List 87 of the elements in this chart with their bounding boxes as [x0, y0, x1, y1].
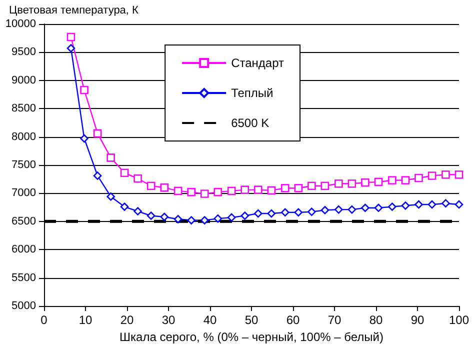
y-axis-title: Цветовая температура, К	[9, 4, 140, 16]
point	[428, 172, 436, 180]
point	[334, 179, 343, 188]
point	[200, 190, 209, 198]
x-tick-label: 100	[448, 313, 470, 327]
point	[120, 168, 129, 178]
legend-label: 6500 K	[231, 116, 270, 130]
x-tick-label: 90	[410, 313, 424, 327]
point	[267, 209, 276, 218]
y-tick-label: 9500	[12, 46, 36, 58]
point	[294, 184, 303, 192]
x-tick-label: 10	[78, 313, 92, 327]
point	[80, 86, 88, 94]
y-tick-label: 8000	[12, 130, 36, 143]
point	[146, 212, 156, 220]
x-tick-label: 20	[120, 313, 134, 327]
point	[454, 200, 464, 209]
y-tick-label: 6000	[12, 244, 36, 256]
point	[442, 170, 450, 179]
point	[267, 186, 276, 195]
y-tick-label: 9000	[12, 74, 36, 86]
point	[134, 207, 142, 216]
point	[401, 201, 410, 210]
y-tick-label: 5000	[12, 300, 36, 312]
point	[160, 183, 168, 192]
point	[361, 204, 370, 212]
point	[442, 199, 450, 208]
point	[93, 172, 102, 180]
point	[280, 208, 290, 217]
legend-label: Теплый	[231, 86, 274, 100]
point	[401, 176, 410, 184]
point	[361, 178, 370, 187]
y-tick-label: 5500	[12, 272, 36, 284]
point	[414, 174, 423, 182]
point	[320, 206, 330, 214]
point	[66, 44, 76, 52]
point	[227, 186, 236, 196]
point	[106, 154, 115, 162]
point	[146, 182, 156, 190]
point	[174, 214, 182, 224]
point	[214, 188, 222, 196]
x-tick-label: 50	[244, 313, 258, 327]
point	[428, 200, 436, 209]
x-axis-title: Шкала серого, % (0% – черный, 100% – белый)	[120, 330, 384, 344]
point	[134, 174, 142, 183]
point	[280, 184, 290, 192]
legend-label: Стандарт	[231, 56, 285, 70]
point	[80, 134, 88, 143]
x-tick-label: 60	[286, 313, 300, 327]
y-tick-label: 8500	[12, 102, 36, 115]
point	[348, 205, 356, 214]
point	[334, 205, 343, 214]
point	[214, 214, 222, 223]
point	[374, 178, 383, 186]
point	[294, 208, 303, 217]
point	[106, 192, 115, 201]
point	[187, 216, 196, 224]
point	[240, 212, 250, 220]
point	[320, 182, 330, 190]
point	[200, 216, 209, 224]
y-tick-label: 10000	[5, 18, 36, 30]
point	[254, 186, 262, 194]
point	[160, 212, 168, 222]
point	[174, 186, 182, 196]
point	[388, 176, 396, 184]
point	[454, 170, 464, 179]
x-tick-label: 70	[328, 313, 342, 327]
x-tick-label: 40	[203, 313, 217, 327]
point	[388, 202, 396, 211]
point	[414, 200, 423, 209]
point	[120, 202, 129, 211]
point	[93, 129, 102, 138]
point	[374, 204, 383, 212]
point	[187, 188, 196, 196]
x-tick-label: 30	[162, 313, 176, 327]
y-tick-label: 6500	[12, 215, 36, 228]
point	[227, 213, 236, 222]
point	[308, 208, 316, 216]
x-tick-label: 80	[369, 313, 383, 327]
x-tick-label: 0	[40, 313, 48, 327]
point	[66, 32, 76, 42]
point	[348, 179, 356, 188]
point	[308, 182, 316, 190]
y-tick-label: 7500	[12, 159, 36, 171]
y-tick-label: 7000	[12, 187, 36, 200]
point	[240, 186, 250, 194]
point	[254, 209, 262, 218]
